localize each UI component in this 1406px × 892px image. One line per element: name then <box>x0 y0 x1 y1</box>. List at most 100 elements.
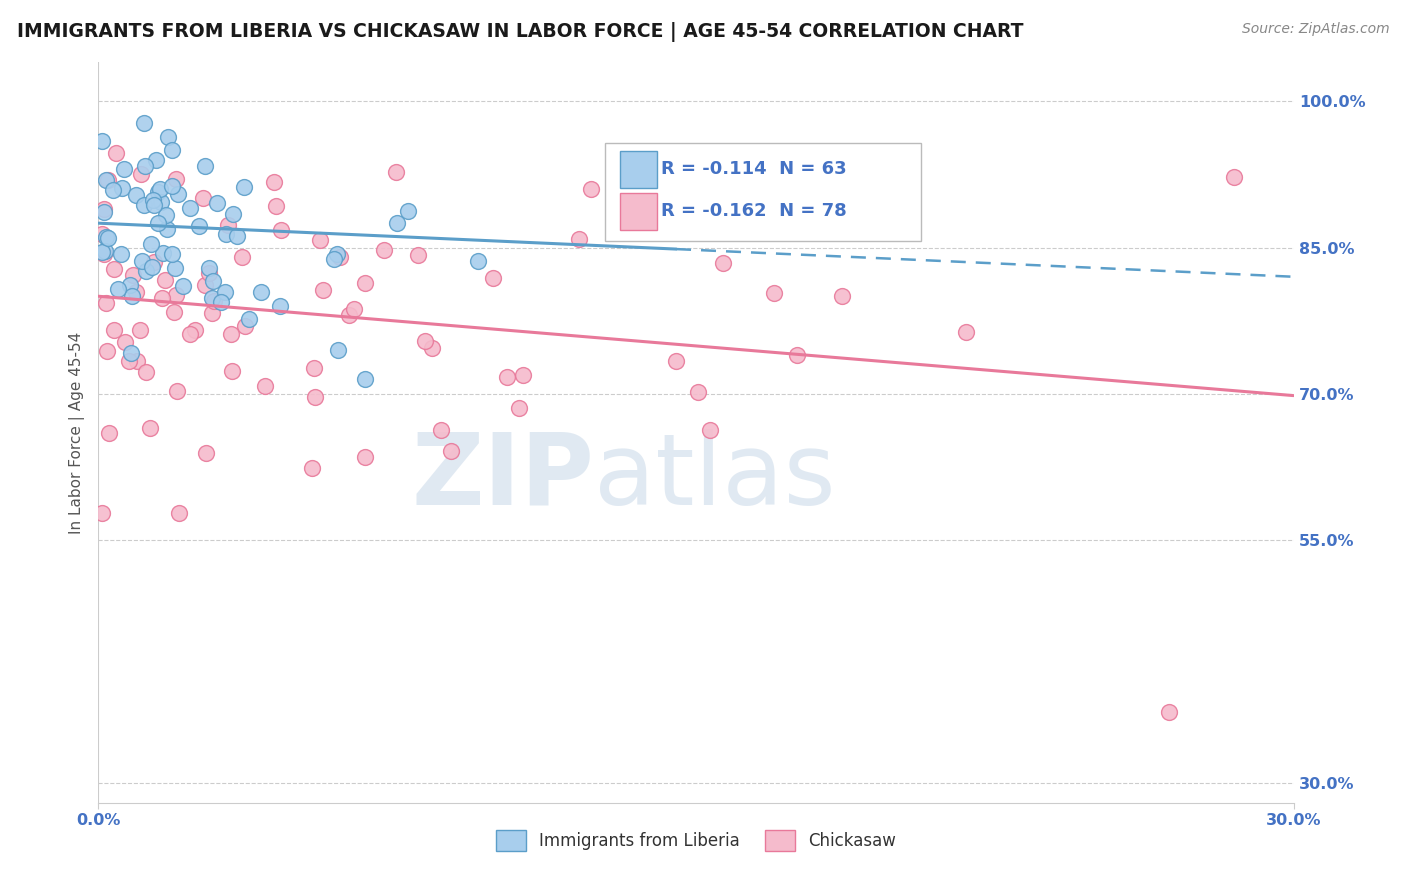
Point <box>699 423 721 437</box>
Point <box>955 326 977 340</box>
Point <box>134 198 156 212</box>
Point <box>762 286 785 301</box>
Point <box>665 353 688 368</box>
Point <box>179 202 201 216</box>
Point <box>179 326 201 341</box>
Point <box>343 301 366 316</box>
Point <box>153 273 176 287</box>
Point <box>142 193 165 207</box>
Y-axis label: In Labor Force | Age 45-54: In Labor Force | Age 45-54 <box>69 332 84 533</box>
Point <box>264 198 287 212</box>
Point <box>94 230 117 244</box>
Point <box>141 237 163 252</box>
Point <box>467 254 489 268</box>
Point <box>211 294 233 309</box>
Point <box>101 183 124 197</box>
Point <box>114 161 136 176</box>
Point <box>93 246 115 260</box>
Point <box>233 180 256 194</box>
Point <box>215 227 238 242</box>
Point <box>121 288 143 302</box>
Point <box>711 255 734 269</box>
Point <box>197 266 219 280</box>
Point <box>165 260 187 275</box>
Point <box>135 264 157 278</box>
Point <box>263 175 285 189</box>
Point <box>249 285 271 300</box>
Point <box>155 208 177 222</box>
Point <box>94 296 117 310</box>
Point <box>269 299 291 313</box>
Point <box>440 444 463 458</box>
Point <box>786 348 808 362</box>
Point <box>183 323 205 337</box>
Point <box>166 187 188 202</box>
Point <box>150 291 173 305</box>
Point <box>93 204 115 219</box>
Point <box>103 261 125 276</box>
Point <box>1223 169 1246 184</box>
Point <box>202 293 225 308</box>
Point <box>312 283 335 297</box>
Point <box>148 186 170 200</box>
Text: R = -0.114  N = 63: R = -0.114 N = 63 <box>661 161 846 178</box>
Point <box>323 252 346 266</box>
Point <box>413 334 436 349</box>
Point <box>831 289 853 303</box>
Point <box>138 420 160 434</box>
Point <box>302 361 325 376</box>
Point <box>194 446 217 460</box>
Point <box>150 194 173 209</box>
Point <box>270 223 292 237</box>
Point <box>169 506 191 520</box>
Point <box>93 202 115 216</box>
Point <box>142 255 165 269</box>
Point <box>125 285 148 299</box>
Point <box>120 346 142 360</box>
Point <box>406 248 429 262</box>
Point <box>231 250 253 264</box>
Legend: Immigrants from Liberia, Chickasaw: Immigrants from Liberia, Chickasaw <box>489 823 903 857</box>
Point <box>217 218 239 232</box>
Point <box>396 203 419 218</box>
Point <box>149 181 172 195</box>
Point <box>329 250 352 264</box>
Point <box>91 244 114 259</box>
Point <box>131 254 153 268</box>
Text: ZIP: ZIP <box>412 428 595 525</box>
Point <box>97 173 120 187</box>
Point <box>131 167 153 181</box>
Point <box>127 354 149 368</box>
Point <box>688 384 710 399</box>
Point <box>194 159 217 173</box>
Point <box>225 228 247 243</box>
Point <box>163 305 186 319</box>
Point <box>354 450 377 464</box>
Point <box>96 344 118 359</box>
Point <box>197 260 219 275</box>
Point <box>135 365 157 379</box>
Point <box>194 277 217 292</box>
Point <box>111 181 134 195</box>
Point <box>512 368 534 382</box>
Point <box>385 216 408 230</box>
Point <box>96 173 118 187</box>
Point <box>1157 705 1180 719</box>
Point <box>122 268 145 283</box>
Text: Source: ZipAtlas.com: Source: ZipAtlas.com <box>1241 22 1389 37</box>
Point <box>91 227 114 242</box>
Point <box>152 246 174 260</box>
Point <box>201 274 224 288</box>
Point <box>103 323 125 337</box>
Point <box>160 247 183 261</box>
Point <box>429 423 451 437</box>
Point <box>238 312 260 326</box>
Point <box>481 270 503 285</box>
Point <box>339 309 361 323</box>
Point <box>132 115 155 129</box>
Point <box>125 187 148 202</box>
Point <box>326 247 349 261</box>
Point <box>162 178 184 193</box>
Point <box>508 401 530 416</box>
Point <box>94 244 117 258</box>
